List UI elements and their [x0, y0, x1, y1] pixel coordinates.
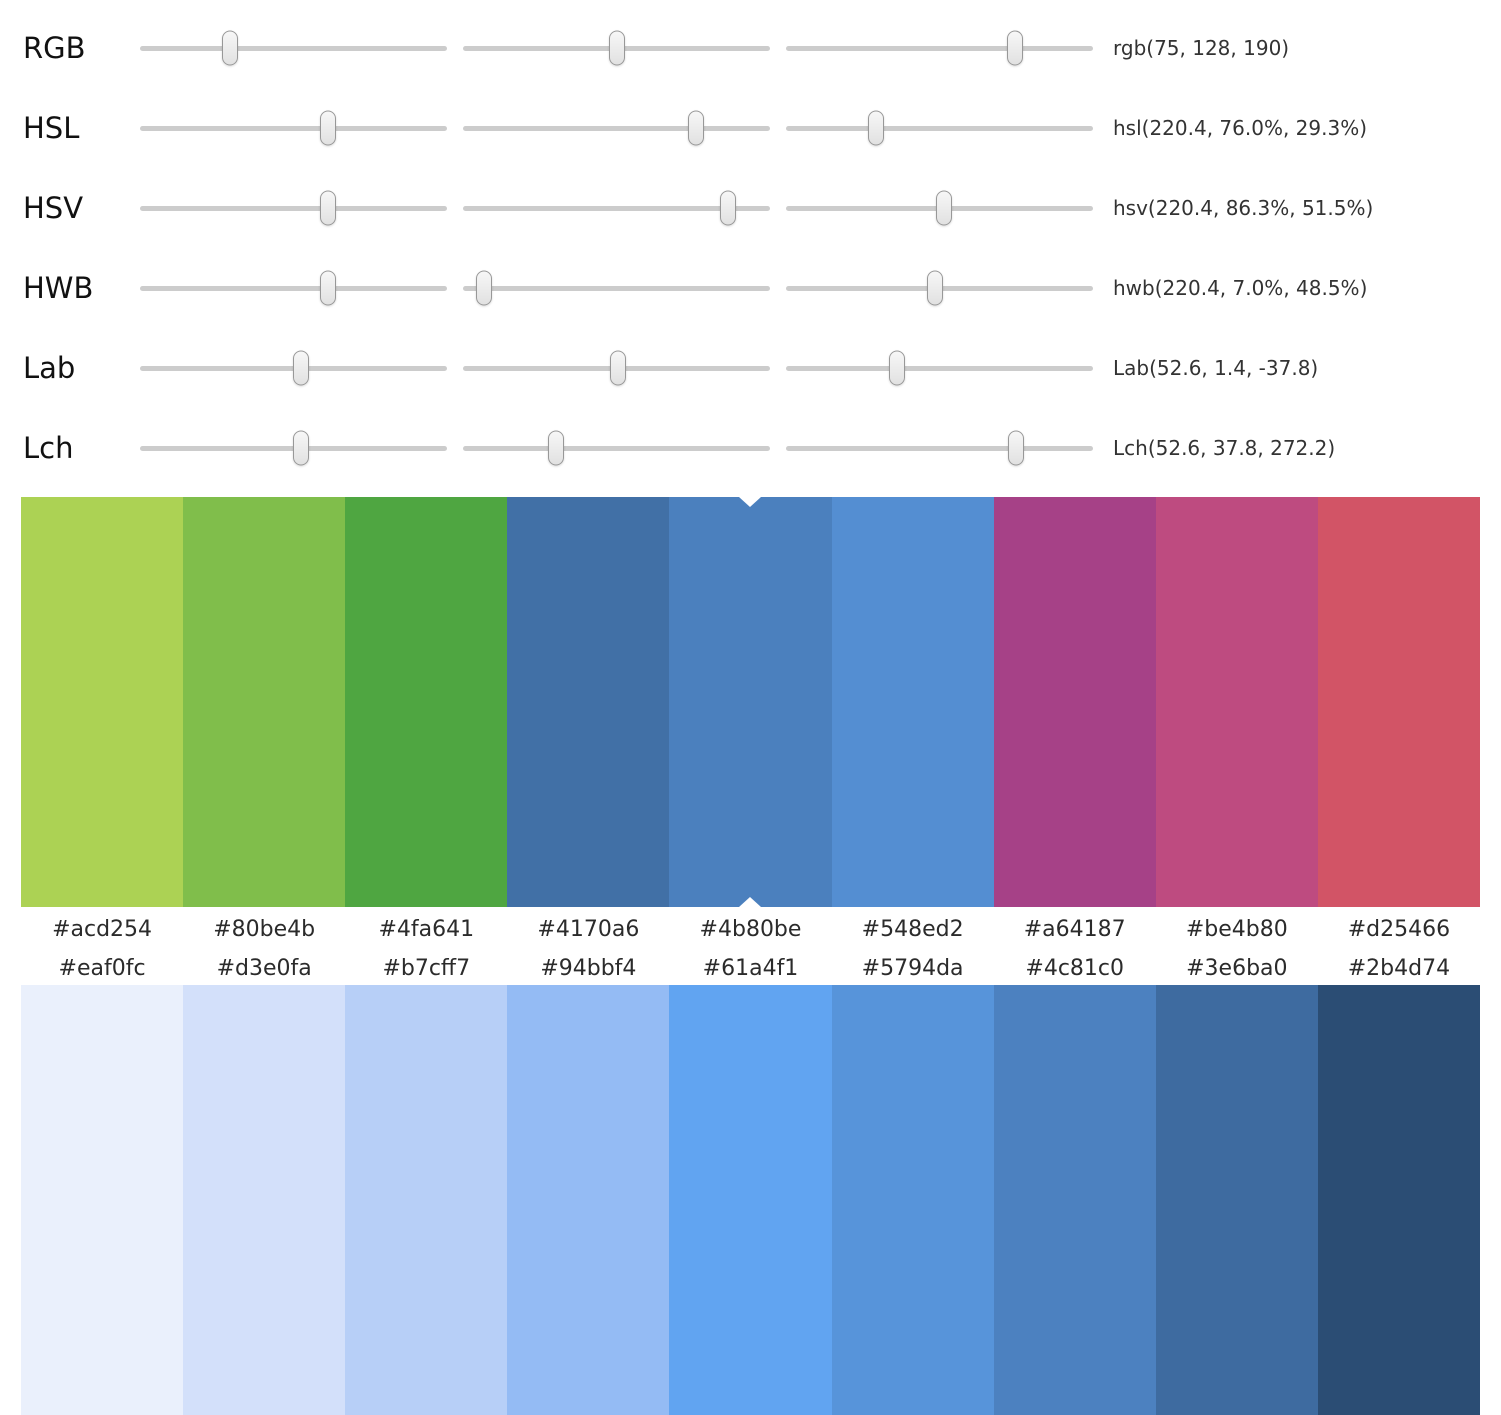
colorspace-label-hsv: HSV: [23, 191, 84, 225]
palette-strip: [21, 497, 1480, 907]
slider-thumb-rgb-3[interactable]: [1006, 30, 1023, 66]
slider-row-lch: Lch Lch(52.6, 37.8, 272.2): [23, 408, 1501, 488]
color-value-text-rgb: rgb(75, 128, 190): [1113, 36, 1290, 60]
shade-swatch[interactable]: [993, 985, 1156, 1415]
colorspace-label-rgb: RGB: [23, 31, 86, 65]
color-value-text-hsl: hsl(220.4, 76.0%, 29.3%): [1113, 116, 1368, 140]
shade-swatch[interactable]: [507, 985, 670, 1415]
slider-thumb-lch-1[interactable]: [293, 430, 310, 466]
slider-thumb-lab-3[interactable]: [888, 350, 905, 386]
slider-track-lab-1[interactable]: [140, 350, 447, 386]
slider-thumb-hsv-2[interactable]: [719, 190, 736, 226]
slider-track-hwb-2[interactable]: [463, 270, 770, 306]
shade-hex-label: #b7cff7: [382, 955, 471, 981]
palette-hex-labels: #acd254 #80be4b #4fa641 #4170a6 #4b80be #548e…: [21, 907, 1480, 951]
shade-hex-label: #5794da: [861, 955, 964, 981]
shade-hex-label: #3e6ba0: [1186, 955, 1288, 981]
palette-swatch[interactable]: [21, 497, 184, 907]
slider-thumb-hsv-1[interactable]: [319, 190, 336, 226]
slider-thumb-hsl-2[interactable]: [688, 110, 705, 146]
slider-thumb-rgb-2[interactable]: [609, 30, 626, 66]
slider-row-rgb: RGB rgb(75, 128, 190): [23, 8, 1501, 88]
slider-track-hsv-2[interactable]: [463, 190, 770, 226]
slider-thumb-hwb-2[interactable]: [476, 270, 493, 306]
shade-hex-label: #94bbf4: [540, 955, 637, 981]
colorspace-label-hwb: HWB: [23, 271, 94, 305]
slider-thumb-lch-3[interactable]: [1008, 430, 1025, 466]
slider-thumb-hsv-3[interactable]: [936, 190, 953, 226]
shade-hex-label: #4c81c0: [1025, 955, 1125, 981]
slider-thumb-hsl-3[interactable]: [867, 110, 884, 146]
slider-track-lab-2[interactable]: [463, 350, 770, 386]
slider-track-lch-1[interactable]: [140, 430, 447, 466]
slider-track-hsl-2[interactable]: [463, 110, 770, 146]
shade-swatch[interactable]: [1317, 985, 1480, 1415]
palette-hex-label: #4fa641: [378, 916, 475, 942]
shade-hex-label: #2b4d74: [1347, 955, 1451, 981]
slider-track-hsl-1[interactable]: [140, 110, 447, 146]
colorspace-label-lch: Lch: [23, 431, 74, 465]
colorspace-label-hsl: HSL: [23, 111, 80, 145]
slider-thumb-hwb-3[interactable]: [926, 270, 943, 306]
shades-section: #eaf0fc #d3e0fa #b7cff7 #94bbf4 #61a4f1 #5794…: [0, 951, 1501, 1415]
color-value-text-hsv: hsv(220.4, 86.3%, 51.5%): [1113, 196, 1374, 220]
slider-track-hwb-1[interactable]: [140, 270, 447, 306]
slider-thumb-lch-2[interactable]: [548, 430, 565, 466]
palette-swatch-selected[interactable]: [669, 497, 832, 907]
slider-thumb-hsl-1[interactable]: [319, 110, 336, 146]
palette-hex-label: #548ed2: [861, 916, 964, 942]
color-value-text-hwb: hwb(220.4, 7.0%, 48.5%): [1113, 276, 1368, 300]
palette-hex-label: #acd254: [52, 916, 153, 942]
shade-hex-label: #61a4f1: [702, 955, 799, 981]
palette-swatch[interactable]: [507, 497, 670, 907]
slider-row-hsl: HSL hsl(220.4, 76.0%, 29.3%): [23, 88, 1501, 168]
palette-swatch[interactable]: [1155, 497, 1318, 907]
shade-strip: [21, 985, 1480, 1415]
slider-row-hsv: HSV hsv(220.4, 86.3%, 51.5%): [23, 168, 1501, 248]
slider-thumb-rgb-1[interactable]: [222, 30, 239, 66]
slider-track-rgb-3[interactable]: [786, 30, 1093, 66]
palette-swatch[interactable]: [345, 497, 508, 907]
palette-swatch[interactable]: [1317, 497, 1480, 907]
slider-track-hsv-1[interactable]: [140, 190, 447, 226]
palette-hex-label: #d25466: [1347, 916, 1451, 942]
slider-track-hwb-3[interactable]: [786, 270, 1093, 306]
color-value-text-lab: Lab(52.6, 1.4, -37.8): [1113, 356, 1319, 380]
palette-hex-label: #80be4b: [213, 916, 316, 942]
slider-track-lch-2[interactable]: [463, 430, 770, 466]
shade-hex-labels: #eaf0fc #d3e0fa #b7cff7 #94bbf4 #61a4f1 #5794…: [21, 951, 1480, 985]
shade-hex-label: #eaf0fc: [58, 955, 146, 981]
slider-thumb-lab-2[interactable]: [610, 350, 627, 386]
palette-hex-label: #4170a6: [537, 916, 640, 942]
palette-section: #acd254 #80be4b #4fa641 #4170a6 #4b80be #548e…: [0, 497, 1501, 951]
slider-thumb-hwb-1[interactable]: [319, 270, 336, 306]
colorspace-label-lab: Lab: [23, 351, 76, 385]
slider-track-hsv-3[interactable]: [786, 190, 1093, 226]
palette-swatch[interactable]: [993, 497, 1156, 907]
slider-track-rgb-2[interactable]: [463, 30, 770, 66]
color-value-text-lch: Lch(52.6, 37.8, 272.2): [1113, 436, 1336, 460]
shade-swatch[interactable]: [831, 985, 994, 1415]
palette-hex-label: #be4b80: [1185, 916, 1288, 942]
slider-row-hwb: HWB hwb(220.4, 7.0%, 48.5%): [23, 248, 1501, 328]
slider-panel: RGB rgb(75, 128, 190) HSL hsl(220.4, 76.0%,…: [0, 0, 1501, 488]
shade-swatch[interactable]: [669, 985, 832, 1415]
palette-swatch[interactable]: [831, 497, 994, 907]
shade-hex-label: #d3e0fa: [216, 955, 312, 981]
palette-hex-label: #a64187: [1023, 916, 1126, 942]
slider-thumb-lab-1[interactable]: [293, 350, 310, 386]
shade-swatch[interactable]: [183, 985, 346, 1415]
palette-hex-label: #4b80be: [699, 916, 802, 942]
slider-row-lab: Lab Lab(52.6, 1.4, -37.8): [23, 328, 1501, 408]
shade-swatch[interactable]: [345, 985, 508, 1415]
slider-track-lab-3[interactable]: [786, 350, 1093, 386]
slider-track-rgb-1[interactable]: [140, 30, 447, 66]
palette-swatch[interactable]: [183, 497, 346, 907]
shade-swatch[interactable]: [1155, 985, 1318, 1415]
shade-swatch[interactable]: [21, 985, 184, 1415]
slider-track-lch-3[interactable]: [786, 430, 1093, 466]
slider-track-hsl-3[interactable]: [786, 110, 1093, 146]
